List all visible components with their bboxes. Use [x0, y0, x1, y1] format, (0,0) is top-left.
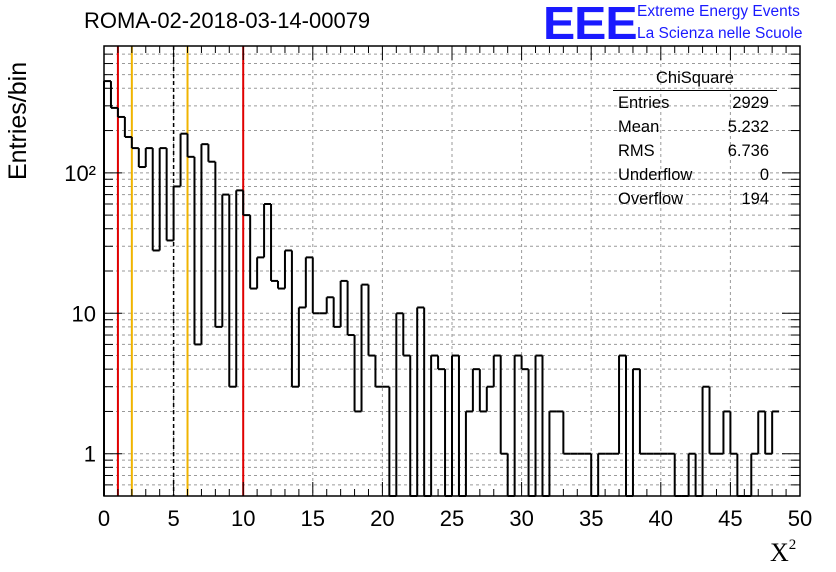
stats-row: Mean 5.232 — [611, 115, 777, 139]
y-tick-label: 10 — [72, 301, 96, 326]
stats-label: RMS — [618, 142, 655, 160]
x-axis-label-sup: 2 — [788, 537, 797, 553]
x-tick-label: 35 — [579, 506, 603, 531]
y-tick-label: 1 — [84, 442, 96, 467]
stats-value: 5.232 — [727, 118, 769, 136]
stats-value: 2929 — [732, 94, 769, 112]
y-tick-label: 10² — [64, 161, 96, 186]
x-tick-label: 10 — [231, 506, 255, 531]
logo-line-2: La Scienza nelle Scuole — [637, 25, 803, 42]
stats-box: ChiSquare Entries 2929 Mean 5.232 RMS 6.736… — [611, 66, 777, 211]
x-tick-label: 0 — [98, 506, 110, 531]
stats-label: Underflow — [618, 166, 693, 184]
stats-row: Entries 2929 — [611, 91, 777, 115]
x-tick-label: 5 — [167, 506, 179, 531]
x-tick-label: 30 — [509, 506, 533, 531]
stats-title: ChiSquare — [613, 66, 777, 91]
stats-label: Overflow — [618, 190, 684, 208]
x-tick-label: 25 — [440, 506, 464, 531]
y-axis-label: Entries/bin — [4, 61, 32, 180]
logo-line-1: Extreme Energy Events — [637, 3, 800, 20]
axis-ticks — [103, 45, 801, 497]
stats-value: 6.736 — [727, 142, 769, 160]
x-tick-label: 15 — [301, 506, 325, 531]
x-axis-label: X2 — [770, 537, 796, 568]
stats-label: Mean — [618, 118, 660, 136]
stats-row: RMS 6.736 — [611, 139, 777, 163]
chart-title: ROMA-02-2018-03-14-00079 — [84, 8, 371, 33]
x-tick-label: 45 — [718, 506, 742, 531]
reference-lines — [116, 46, 245, 496]
stats-value: 194 — [741, 190, 769, 208]
tick-labels: 0 5 10 15 20 25 30 35 40 45 50 1 10 10² — [64, 161, 812, 531]
stats-value: 0 — [759, 166, 769, 184]
eee-logo: EEE — [543, 0, 638, 49]
stats-label: Entries — [618, 94, 670, 112]
x-axis-label-base: X — [770, 538, 789, 567]
x-tick-label: 40 — [649, 506, 673, 531]
stats-row: Overflow 194 — [611, 187, 777, 211]
histogram-bins — [103, 80, 780, 497]
x-tick-label: 20 — [370, 506, 394, 531]
x-tick-label: 50 — [788, 506, 812, 531]
stats-row: Underflow 0 — [611, 163, 777, 187]
